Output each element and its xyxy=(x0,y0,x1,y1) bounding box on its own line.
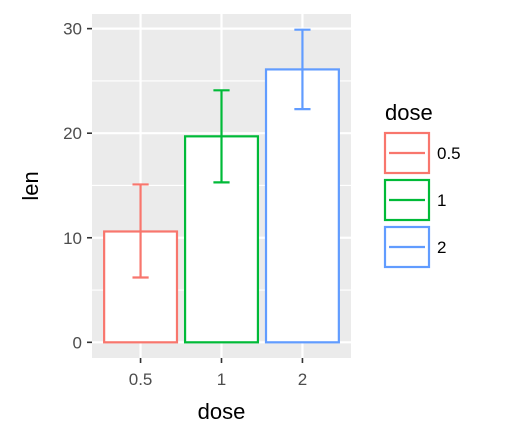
x-tick-label: 0.5 xyxy=(129,370,153,389)
legend-label: 0.5 xyxy=(437,144,461,163)
error-bar-1 xyxy=(213,89,230,184)
y-tick-label: 20 xyxy=(63,124,82,143)
y-axis: 0 10 20 30 xyxy=(63,20,92,352)
x-axis: 0.5 1 2 xyxy=(129,358,307,389)
legend-label: 2 xyxy=(437,238,446,257)
x-tick-label: 2 xyxy=(298,370,307,389)
legend-label: 1 xyxy=(437,191,446,210)
error-bar-2 xyxy=(294,28,311,111)
error-bars xyxy=(132,28,311,279)
y-tick-label: 30 xyxy=(63,20,82,39)
y-axis-title: len xyxy=(18,171,43,200)
error-bar-0.5 xyxy=(132,183,149,279)
legend-item-2: 2 xyxy=(383,225,446,269)
x-axis-title: dose xyxy=(198,399,246,424)
bar-2 xyxy=(264,68,340,344)
legend-title: dose xyxy=(385,100,433,125)
legend-items: 0.5 1 2 xyxy=(383,131,461,269)
legend: dose 0.5 1 2 xyxy=(383,100,461,269)
y-tick-label: 0 xyxy=(73,333,82,352)
legend-item-0.5: 0.5 xyxy=(383,131,461,175)
x-tick-label: 1 xyxy=(217,370,226,389)
y-tick-label: 10 xyxy=(63,229,82,248)
legend-item-1: 1 xyxy=(383,178,446,222)
bar-0.5 xyxy=(103,230,179,344)
